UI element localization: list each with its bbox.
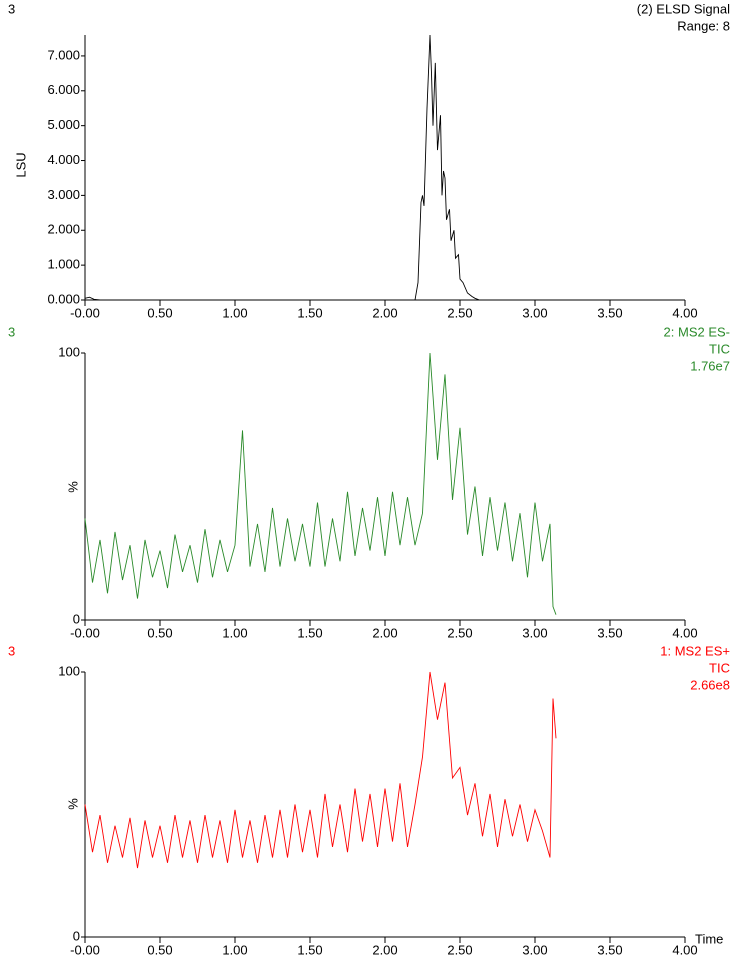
y-tick-label: 2.000: [47, 222, 80, 237]
panel-label: 3: [8, 1, 15, 16]
x-tick-label: 3.50: [597, 305, 622, 320]
y-tick-label: 5.000: [47, 117, 80, 132]
y-tick-label: 0.000: [47, 291, 80, 306]
x-tick-label: 2.00: [372, 305, 397, 320]
y-tick-label: 3.000: [47, 187, 80, 202]
x-tick-label: 1.50: [297, 625, 322, 640]
y-tick-label: 100: [58, 344, 80, 359]
panel-label: 3: [8, 643, 15, 658]
x-tick-label: 2.00: [372, 942, 397, 957]
x-tick-label: 2.50: [447, 305, 472, 320]
x-tick-label: 1.00: [222, 942, 247, 957]
x-tick-label: 0.50: [147, 942, 172, 957]
trace-info: TIC: [709, 341, 730, 356]
x-tick-label: 1.50: [297, 305, 322, 320]
x-tick-label: 1.00: [222, 305, 247, 320]
x-tick-label: 0.50: [147, 625, 172, 640]
x-axis-label: Time: [695, 931, 723, 946]
x-tick-label: 4.00: [672, 305, 697, 320]
x-tick-label: -0.00: [70, 942, 100, 957]
trace-info: 2.66e8: [690, 677, 730, 692]
x-tick-label: 3.50: [597, 625, 622, 640]
y-tick-label: 1.000: [47, 257, 80, 272]
x-tick-label: 3.50: [597, 942, 622, 957]
y-tick-label: 100: [58, 663, 80, 678]
trace-info: 1.76e7: [690, 358, 730, 373]
x-tick-label: 2.50: [447, 942, 472, 957]
y-tick-label: 4.000: [47, 152, 80, 167]
y-tick-label: 0: [73, 928, 80, 943]
x-tick-label: 0.50: [147, 305, 172, 320]
trace-name: 1: MS2 ES+: [660, 643, 730, 658]
x-tick-label: 2.00: [372, 625, 397, 640]
y-tick-label: 6.000: [47, 82, 80, 97]
x-tick-label: 1.50: [297, 942, 322, 957]
x-tick-label: 3.00: [522, 625, 547, 640]
y-tick-label: 0: [73, 611, 80, 626]
x-tick-label: 3.00: [522, 305, 547, 320]
trace-info: TIC: [709, 660, 730, 675]
x-tick-label: 4.00: [672, 625, 697, 640]
x-tick-label: 1.00: [222, 625, 247, 640]
y-axis-label: %: [65, 798, 80, 810]
y-axis-label: LSU: [13, 152, 28, 177]
trace: [84, 671, 557, 869]
x-tick-label: 3.00: [522, 942, 547, 957]
trace-info: Range: 8: [677, 18, 730, 33]
x-tick-label: -0.00: [70, 625, 100, 640]
y-axis-label: %: [65, 481, 80, 493]
y-tick-label: 7.000: [47, 47, 80, 62]
trace-name: (2) ELSD Signal: [637, 1, 730, 16]
x-tick-label: 4.00: [672, 942, 697, 957]
x-tick-label: 2.50: [447, 625, 472, 640]
x-tick-label: -0.00: [70, 305, 100, 320]
trace-name: 2: MS2 ES-: [664, 324, 730, 339]
panel-label: 3: [8, 324, 15, 339]
trace: [84, 352, 557, 615]
trace: [84, 34, 685, 301]
